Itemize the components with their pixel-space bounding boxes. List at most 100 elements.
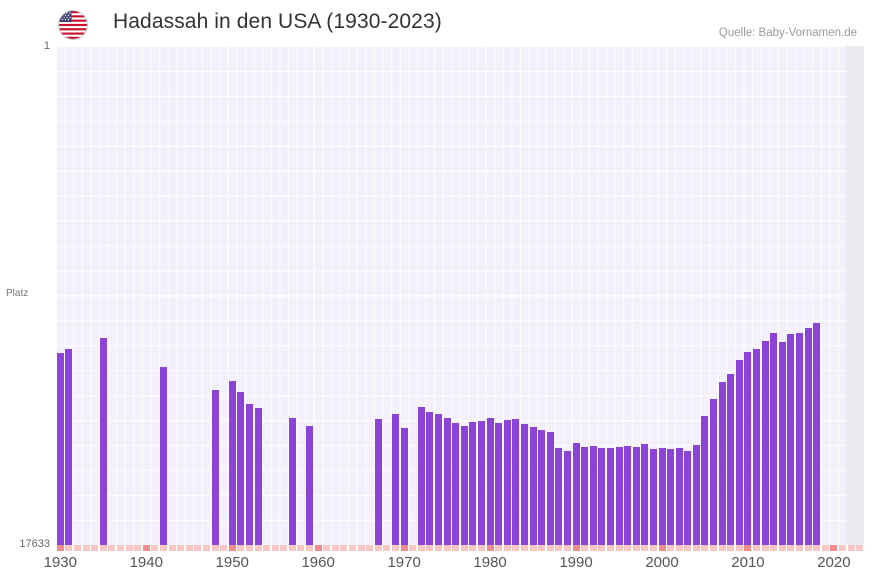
bar-1975[interactable] <box>443 418 451 545</box>
x-tick-2015 <box>787 545 795 551</box>
bar-1991[interactable] <box>581 447 589 545</box>
bar-1930[interactable] <box>56 353 64 545</box>
bar-2015[interactable] <box>787 334 795 545</box>
bar-1950[interactable] <box>228 381 236 545</box>
bar-1969[interactable] <box>392 414 400 545</box>
x-tick-1975 <box>443 545 451 551</box>
x-tick-1984 <box>520 545 528 551</box>
x-tick-2003 <box>684 545 692 551</box>
x-tick-2005 <box>701 545 709 551</box>
bar-2000[interactable] <box>658 448 666 545</box>
bar-2001[interactable] <box>667 449 675 545</box>
bar-2005[interactable] <box>701 416 709 545</box>
bar-1977[interactable] <box>460 426 468 545</box>
x-tick-1985 <box>529 545 537 551</box>
bar-1978[interactable] <box>469 422 477 545</box>
bar-2010[interactable] <box>744 352 752 545</box>
x-tick-1934 <box>91 545 99 551</box>
bar-1957[interactable] <box>288 418 296 545</box>
x-tick-2007 <box>718 545 726 551</box>
x-tick-1996 <box>624 545 632 551</box>
x-tick-1986 <box>538 545 546 551</box>
bar-1985[interactable] <box>529 427 537 545</box>
bar-1987[interactable] <box>546 432 554 545</box>
bar-1942[interactable] <box>159 367 167 545</box>
x-axis-label-1950: 1950 <box>215 554 249 571</box>
x-tick-1949 <box>220 545 228 551</box>
bar-1995[interactable] <box>615 447 623 545</box>
bar-2013[interactable] <box>770 333 778 545</box>
bar-2002[interactable] <box>675 448 683 545</box>
bar-1981[interactable] <box>495 423 503 545</box>
bar-2006[interactable] <box>710 399 718 545</box>
x-tick-1965 <box>357 545 365 551</box>
bar-1973[interactable] <box>426 412 434 545</box>
bar-1948[interactable] <box>211 390 219 545</box>
bar-2011[interactable] <box>753 349 761 545</box>
bar-2016[interactable] <box>796 333 804 545</box>
bar-2012[interactable] <box>761 341 769 545</box>
bar-1994[interactable] <box>606 448 614 545</box>
x-tick-1958 <box>297 545 305 551</box>
bar-1980[interactable] <box>486 418 494 545</box>
x-tick-2022 <box>847 545 855 551</box>
x-tick-1951 <box>237 545 245 551</box>
x-tick-1950 <box>228 545 236 551</box>
bar-2004[interactable] <box>692 445 700 545</box>
bar-2003[interactable] <box>684 451 692 545</box>
bar-2009[interactable] <box>735 360 743 545</box>
bar-1967[interactable] <box>374 419 382 545</box>
x-tick-1938 <box>125 545 133 551</box>
bar-2018[interactable] <box>813 323 821 545</box>
bar-1983[interactable] <box>512 419 520 545</box>
bar-2008[interactable] <box>727 374 735 545</box>
bar-1990[interactable] <box>572 443 580 545</box>
bar-1935[interactable] <box>99 338 107 545</box>
x-tick-1935 <box>99 545 107 551</box>
bar-1974[interactable] <box>435 414 442 545</box>
bar-1998[interactable] <box>641 444 649 545</box>
x-tick-1999 <box>649 545 657 551</box>
y-axis-title: Platz <box>6 288 29 299</box>
bar-1976[interactable] <box>452 423 460 545</box>
x-tick-1972 <box>417 545 425 551</box>
bar-1989[interactable] <box>563 451 571 545</box>
x-tick-1991 <box>581 545 589 551</box>
x-tick-1932 <box>73 545 81 551</box>
bar-1970[interactable] <box>400 428 408 545</box>
x-tick-1939 <box>134 545 142 551</box>
bar-1972[interactable] <box>417 407 425 545</box>
bar-1988[interactable] <box>555 448 563 545</box>
bar-1953[interactable] <box>254 408 262 545</box>
bar-1993[interactable] <box>598 448 606 545</box>
x-axis-label-2000: 2000 <box>645 554 679 571</box>
x-tick-1964 <box>349 545 357 551</box>
bar-1952[interactable] <box>245 404 253 545</box>
x-tick-2001 <box>667 545 675 551</box>
bar-1951[interactable] <box>237 392 245 545</box>
bar-1992[interactable] <box>589 446 597 545</box>
bar-2017[interactable] <box>804 328 812 545</box>
x-tick-1963 <box>340 545 348 551</box>
bar-1997[interactable] <box>632 447 640 545</box>
bar-1982[interactable] <box>503 420 511 545</box>
x-tick-1969 <box>392 545 400 551</box>
bar-2014[interactable] <box>778 342 786 545</box>
x-tick-1943 <box>168 545 176 551</box>
bar-1959[interactable] <box>306 426 314 545</box>
bar-1986[interactable] <box>538 430 546 545</box>
bar-1999[interactable] <box>649 449 657 545</box>
x-tick-1989 <box>563 545 571 551</box>
x-tick-1933 <box>82 545 90 551</box>
bar-1996[interactable] <box>624 446 632 545</box>
bar-1931[interactable] <box>65 349 73 545</box>
x-axis-label-1980: 1980 <box>473 554 507 571</box>
plot-area <box>56 46 864 545</box>
x-tick-1993 <box>598 545 606 551</box>
bar-1984[interactable] <box>520 424 528 545</box>
x-tick-1982 <box>503 545 511 551</box>
x-tick-1976 <box>452 545 460 551</box>
bar-1979[interactable] <box>477 421 485 545</box>
bar-2007[interactable] <box>718 382 726 545</box>
